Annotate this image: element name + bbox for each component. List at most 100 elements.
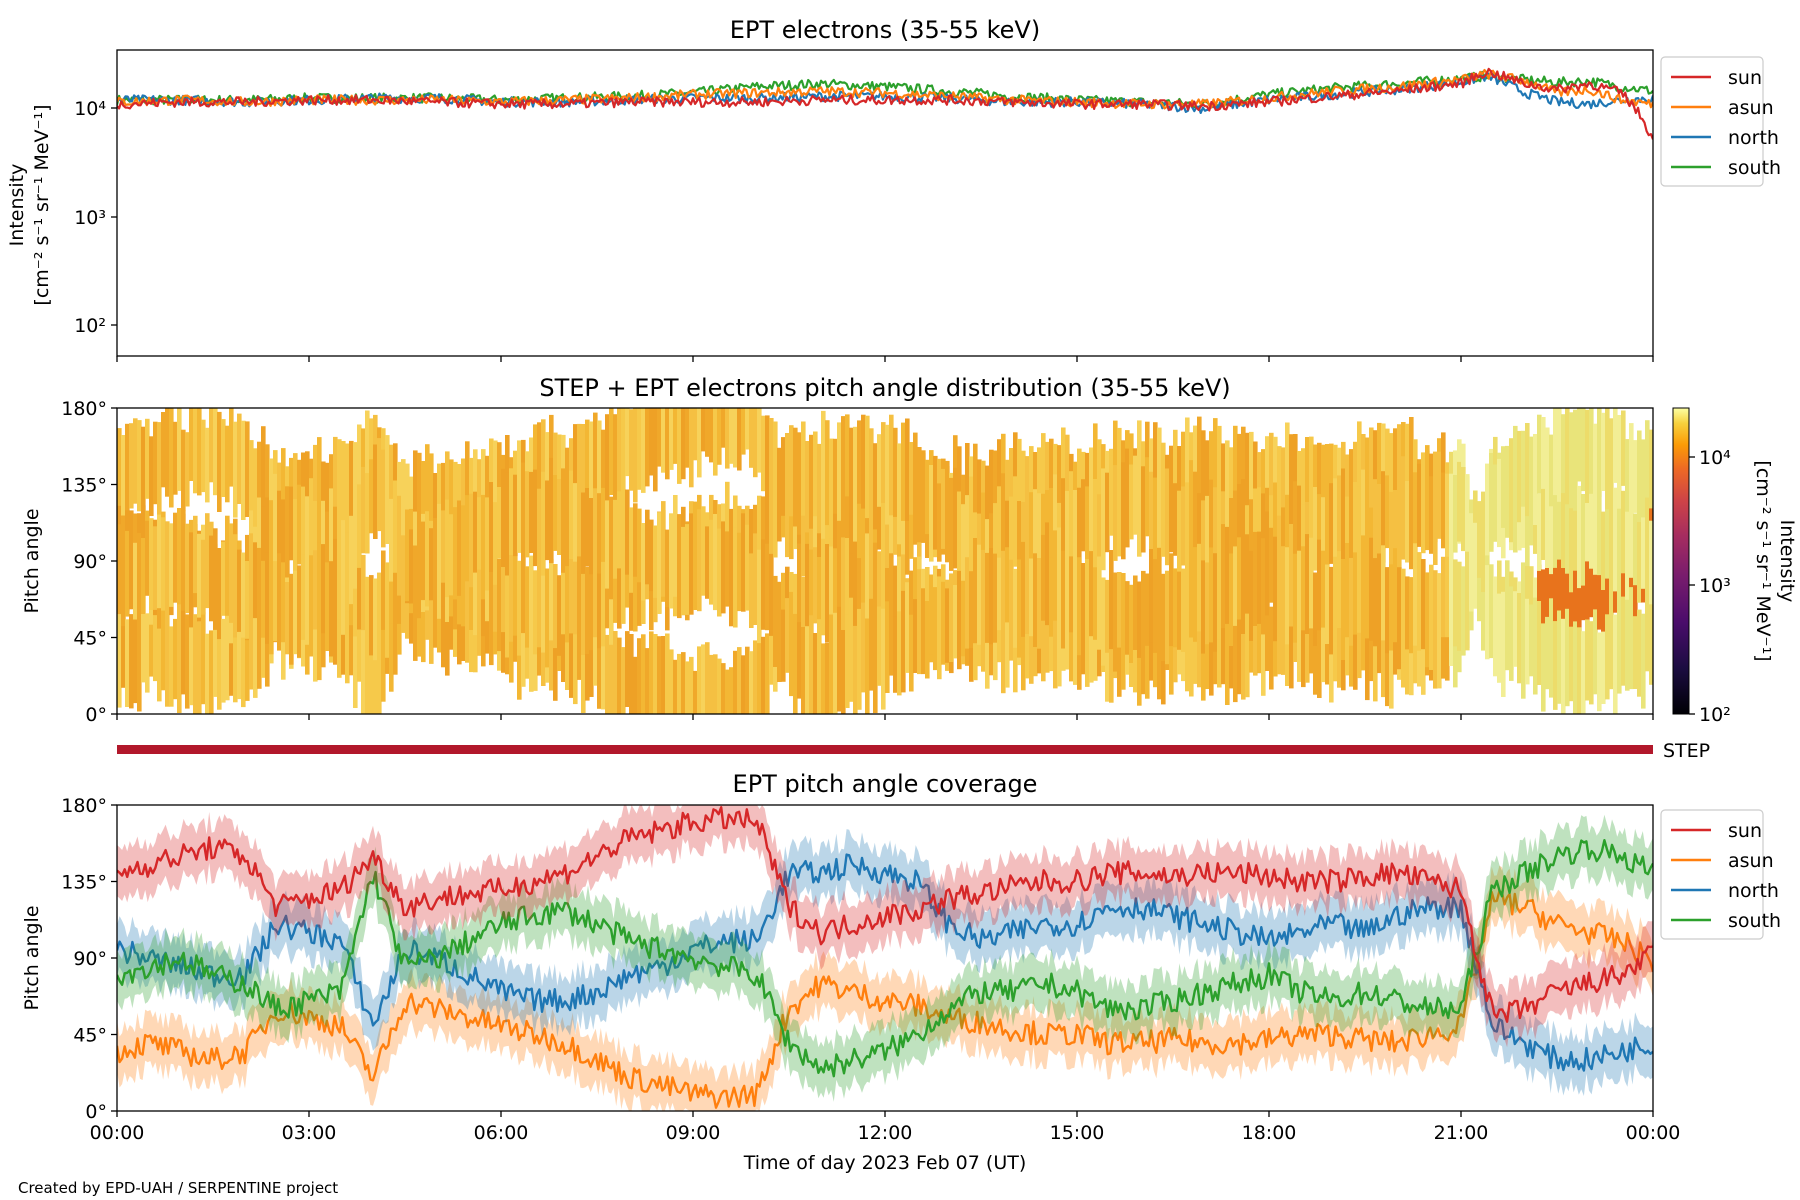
step-coverage-bar bbox=[117, 745, 1653, 754]
pad-cell bbox=[1385, 567, 1390, 654]
pad-cell bbox=[1021, 450, 1026, 550]
pad-cell bbox=[549, 558, 554, 641]
pad-cell bbox=[1601, 511, 1606, 590]
pad-cell bbox=[1125, 581, 1130, 655]
pad-cell bbox=[1365, 437, 1370, 518]
pad-cell bbox=[1185, 482, 1190, 574]
pad-cell bbox=[817, 557, 822, 634]
pad-cell bbox=[997, 486, 1002, 592]
pad-cell bbox=[1445, 556, 1450, 638]
pad-cell bbox=[161, 517, 166, 611]
pad-cell bbox=[285, 582, 290, 655]
pad-cell bbox=[429, 566, 434, 664]
pad-cell bbox=[1213, 553, 1218, 652]
pad-cell bbox=[133, 418, 138, 504]
pad-cell bbox=[1185, 591, 1190, 692]
pad-cell bbox=[553, 564, 558, 649]
y-tick-label: 0° bbox=[85, 1101, 107, 1123]
pad-cell bbox=[1217, 561, 1222, 640]
pad-cell bbox=[1241, 426, 1246, 506]
pad-cell bbox=[1429, 476, 1434, 554]
pad-cell bbox=[185, 614, 190, 709]
pad-cell bbox=[1269, 527, 1274, 603]
pad-cell bbox=[1337, 475, 1342, 558]
pad-cell bbox=[1421, 452, 1426, 554]
pad-cell bbox=[1589, 541, 1594, 618]
pad-cell bbox=[1149, 471, 1154, 572]
pad-cell bbox=[1541, 623, 1546, 712]
pad-cell bbox=[1601, 412, 1606, 491]
pad-cell bbox=[1585, 409, 1590, 503]
pad-cell bbox=[157, 514, 162, 609]
pad-cell bbox=[537, 422, 542, 518]
pad-cell bbox=[545, 568, 550, 668]
pad-cell bbox=[1029, 558, 1034, 637]
pad-cell bbox=[1017, 559, 1022, 658]
pad-cell bbox=[341, 441, 346, 531]
pad-cell bbox=[817, 619, 822, 714]
pad-cell bbox=[369, 575, 374, 656]
pad-cell bbox=[1217, 505, 1222, 580]
pad-cell bbox=[653, 408, 658, 492]
pad-cell bbox=[669, 513, 674, 599]
pad-cell bbox=[921, 450, 926, 543]
pad-cell bbox=[1345, 543, 1350, 638]
pad-cell bbox=[637, 638, 642, 714]
pad-cell bbox=[433, 473, 438, 552]
pad-cell bbox=[1461, 467, 1466, 552]
pad-cell bbox=[1181, 568, 1186, 652]
pad-cell bbox=[1481, 546, 1486, 651]
pad-cell bbox=[589, 617, 594, 697]
pad-cell bbox=[517, 560, 522, 656]
pad-cell bbox=[633, 503, 638, 577]
pad-cell bbox=[945, 588, 950, 663]
pad-cell bbox=[241, 420, 246, 520]
coverage-legend: sun asun north south bbox=[1660, 809, 1781, 940]
coverage-ylabel: Pitch angle bbox=[21, 905, 43, 1010]
pad-cell bbox=[537, 557, 542, 648]
pad-cell bbox=[1181, 431, 1186, 532]
pad-cell bbox=[185, 432, 190, 507]
y-tick-label: 45° bbox=[73, 628, 107, 650]
pad-cell bbox=[661, 636, 666, 714]
pad-cell bbox=[133, 542, 138, 620]
pad-cell bbox=[889, 598, 894, 676]
pad-cell bbox=[341, 531, 346, 635]
pad-cell bbox=[281, 448, 286, 551]
pad-cell bbox=[181, 605, 186, 695]
pad-cell bbox=[385, 461, 390, 544]
pad-cell bbox=[389, 596, 394, 692]
pad-cell bbox=[681, 526, 686, 616]
pad-cell bbox=[829, 546, 834, 618]
pad-cell bbox=[777, 583, 782, 682]
pad-cell bbox=[389, 498, 394, 582]
pad-cell bbox=[781, 609, 786, 682]
pad-cell bbox=[457, 500, 462, 596]
pad-cell bbox=[1449, 560, 1454, 637]
pad-cell bbox=[141, 538, 146, 614]
pad-cell bbox=[521, 601, 526, 687]
pad-cell bbox=[141, 426, 146, 521]
pad-cell bbox=[1629, 587, 1634, 690]
pad-cell bbox=[701, 644, 706, 714]
pad-cell bbox=[1541, 417, 1546, 489]
pad-cell bbox=[1557, 610, 1562, 704]
pad-cell bbox=[777, 447, 782, 542]
pad-cell bbox=[1481, 491, 1486, 592]
pad-cell bbox=[1173, 429, 1178, 521]
pad-cell bbox=[257, 547, 262, 623]
pad-cell bbox=[1445, 473, 1450, 559]
pad-cell bbox=[313, 444, 318, 531]
pad-cell bbox=[1017, 501, 1022, 578]
pad-cell bbox=[505, 472, 510, 576]
pad-cell bbox=[1405, 607, 1410, 695]
pad-cell bbox=[501, 468, 506, 567]
pad-cell bbox=[977, 544, 982, 645]
pad-cell bbox=[1561, 465, 1566, 568]
pad-cell bbox=[165, 408, 170, 497]
pad-cell bbox=[1153, 422, 1158, 514]
pad-cell bbox=[1237, 484, 1242, 578]
pad-cell bbox=[753, 640, 758, 714]
pad-cell bbox=[1325, 444, 1330, 546]
pad-cell bbox=[257, 607, 262, 689]
